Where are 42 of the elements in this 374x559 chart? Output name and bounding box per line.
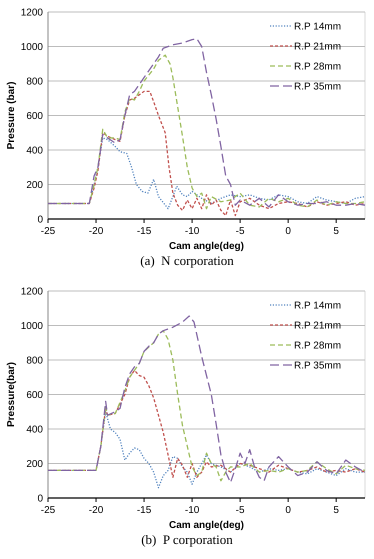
legend-label: R.P 21mm [294,320,342,332]
y-tick-label: 800 [26,356,44,366]
y-tick-label: 400 [26,146,44,156]
text: (b) P corporation [141,532,234,547]
x-tick-label: -25 [40,505,56,516]
legend-label: R.P 35mm [294,360,342,372]
y-tick-label: 200 [26,180,44,191]
x-tick-label: -10 [184,226,200,237]
x-tick-label: 0 [285,505,292,516]
x-tick-label: -5 [236,505,245,516]
y-axis-title: Pressure (bar) [6,82,17,150]
x-tick-label: -15 [136,226,152,237]
legend-label: R.P 14mm [294,22,342,32]
x-tick-label: -25 [40,226,56,237]
y-axis-title: Pressure(bar) [6,362,17,428]
legend-label: R.P 35mm [294,82,342,92]
x-tick-label: 5 [333,505,340,516]
y-tick-label: 0 [37,214,44,226]
text: (a) N corporation [140,253,234,268]
y-tick-label: 1200 [20,286,44,298]
x-tick-label: -20 [88,226,104,237]
y-tick-label: 800 [26,76,44,88]
x-axis-title: Cam angle(deg) [168,241,244,252]
x-tick-label: -20 [88,505,104,516]
x-tick-label: 0 [285,226,292,237]
legend-label: R.P 21mm [294,42,342,52]
x-tick-label: -5 [236,226,245,237]
y-tick-label: 1000 [20,321,44,332]
legend-label: R.P 14mm [294,300,342,312]
x-tick-label: -10 [184,505,200,516]
legend-label: R.P 28mm [294,340,342,352]
y-tick-label: 600 [26,111,44,122]
x-tick-label: 5 [333,226,340,237]
y-tick-label: 1000 [20,42,44,53]
x-tick-label: -15 [136,505,152,516]
y-tick-label: 0 [37,494,44,504]
y-tick-label: 1200 [20,8,44,18]
y-tick-label: 200 [26,459,44,470]
legend-label: R.P 28mm [294,62,342,72]
y-tick-label: 600 [26,390,44,401]
x-axis-title: Cam angle(deg) [168,520,244,531]
y-tick-label: 400 [26,424,44,436]
